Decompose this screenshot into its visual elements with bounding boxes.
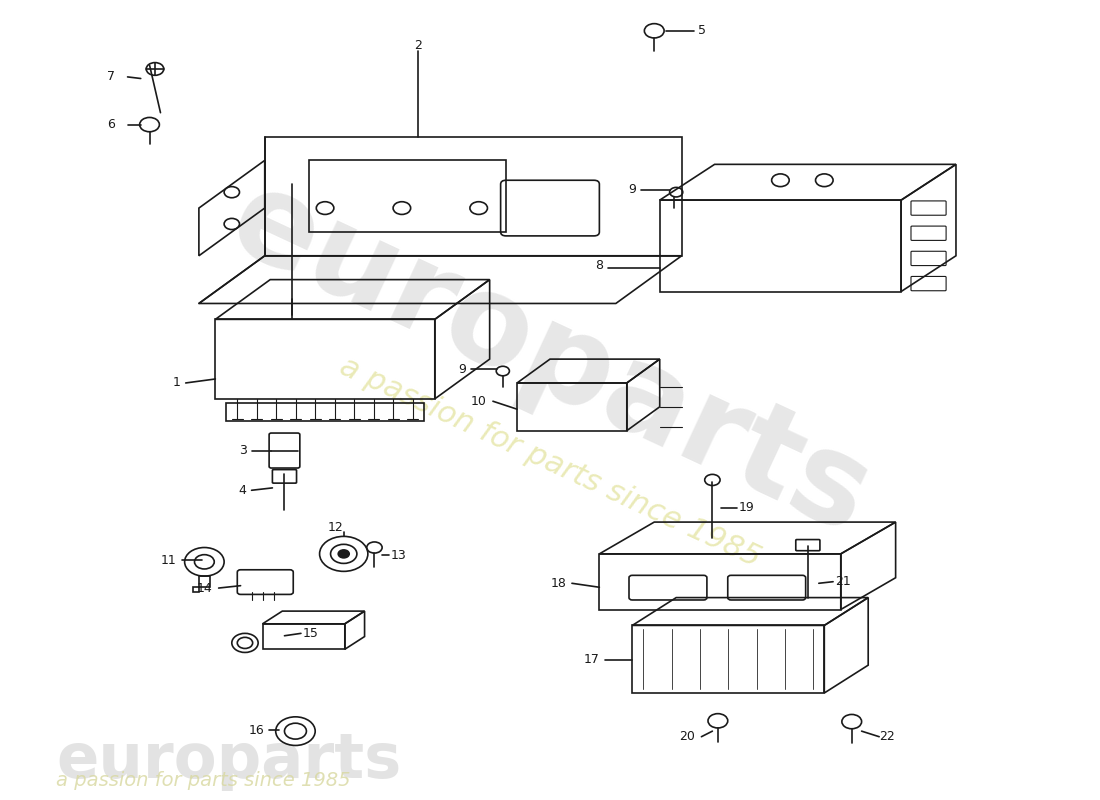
Text: 4: 4 bbox=[239, 484, 246, 497]
Text: a passion for parts since 1985: a passion for parts since 1985 bbox=[56, 771, 351, 790]
Text: 9: 9 bbox=[459, 363, 466, 376]
Text: 14: 14 bbox=[197, 582, 212, 594]
Text: 2: 2 bbox=[415, 38, 422, 52]
Text: 7: 7 bbox=[107, 70, 116, 83]
Text: 19: 19 bbox=[739, 502, 755, 514]
Circle shape bbox=[338, 550, 349, 558]
Text: 15: 15 bbox=[304, 627, 319, 640]
Text: 21: 21 bbox=[835, 575, 851, 588]
Text: 16: 16 bbox=[250, 724, 265, 737]
Text: 1: 1 bbox=[173, 377, 180, 390]
Text: 20: 20 bbox=[679, 730, 695, 743]
Bar bbox=[309, 160, 506, 232]
Text: 5: 5 bbox=[698, 24, 706, 38]
Text: 11: 11 bbox=[161, 554, 176, 566]
Text: 3: 3 bbox=[239, 444, 246, 457]
Text: 13: 13 bbox=[390, 549, 407, 562]
Text: 8: 8 bbox=[595, 259, 604, 272]
Text: 9: 9 bbox=[628, 183, 636, 196]
Text: 22: 22 bbox=[879, 730, 895, 743]
Text: 12: 12 bbox=[328, 521, 344, 534]
Text: 17: 17 bbox=[584, 653, 600, 666]
Text: 18: 18 bbox=[551, 577, 566, 590]
Text: 6: 6 bbox=[107, 118, 116, 131]
Text: europarts: europarts bbox=[211, 158, 889, 560]
Text: a passion for parts since 1985: a passion for parts since 1985 bbox=[336, 352, 764, 573]
Text: 10: 10 bbox=[471, 394, 486, 408]
Text: europarts: europarts bbox=[56, 730, 402, 790]
